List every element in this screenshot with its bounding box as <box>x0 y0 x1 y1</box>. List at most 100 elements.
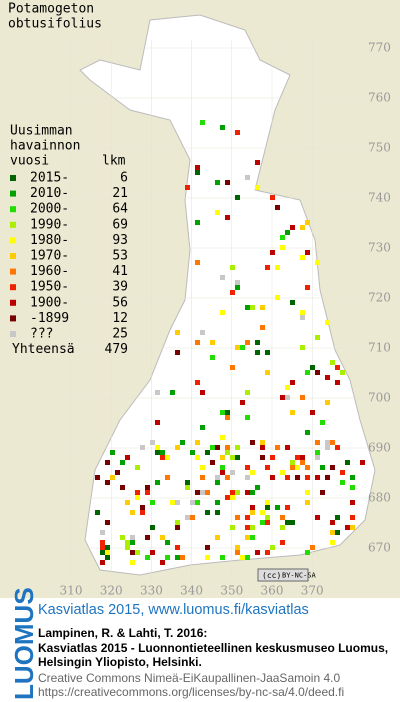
observation-square <box>270 545 275 550</box>
observation-square <box>155 445 160 450</box>
legend-label: 1950- <box>30 280 69 295</box>
observation-square <box>125 545 130 550</box>
observation-square <box>245 415 250 420</box>
observation-square <box>335 515 340 520</box>
observation-square <box>305 490 310 495</box>
observation-square <box>130 535 135 540</box>
legend-swatch <box>10 206 16 213</box>
observation-square <box>245 535 250 540</box>
observation-square <box>315 455 320 460</box>
observation-square <box>305 500 310 505</box>
observation-square <box>245 305 250 310</box>
observation-square <box>195 260 200 265</box>
observation-square <box>135 550 140 555</box>
observation-square <box>185 185 190 190</box>
observation-square <box>105 550 110 555</box>
observation-square <box>145 535 150 540</box>
observation-square <box>175 555 180 560</box>
observation-square <box>290 410 295 415</box>
easting-label: 350 <box>220 584 243 598</box>
observation-square <box>270 250 275 255</box>
legend-header: vuosi <box>10 154 49 169</box>
legend-label: -1899 <box>30 311 69 326</box>
observation-square <box>325 475 330 480</box>
observation-square <box>305 285 310 290</box>
observation-square <box>180 440 185 445</box>
observation-square <box>315 450 320 455</box>
observation-square <box>185 515 190 520</box>
link[interactable]: Kasviatlas 2015, www.luomus.fi/kasviatla… <box>38 602 309 618</box>
observation-square <box>300 455 305 460</box>
observation-square <box>215 475 220 480</box>
observation-square <box>285 505 290 510</box>
license-badge <box>257 568 309 582</box>
legend-count: 53 <box>112 249 128 264</box>
license-url: https://creativecommons.org/licenses/by-… <box>38 685 344 699</box>
observation-square <box>325 445 330 450</box>
observation-square <box>155 450 160 455</box>
observation-square <box>245 475 250 480</box>
observation-square <box>155 480 160 485</box>
observation-square <box>340 480 345 485</box>
observation-square <box>195 440 200 445</box>
observation-square <box>315 440 320 445</box>
legend-label: 2015- <box>30 171 69 186</box>
northing-label: 700 <box>368 391 391 405</box>
northing-label: 720 <box>368 291 391 305</box>
observation-square <box>315 515 320 520</box>
observation-square <box>200 475 205 480</box>
observation-square <box>100 560 105 565</box>
observation-square <box>120 460 125 465</box>
observation-square <box>260 440 265 445</box>
observation-square <box>285 520 290 525</box>
observation-square <box>300 345 305 350</box>
legend-header: havainnon <box>10 139 80 154</box>
observation-square <box>160 450 165 455</box>
observation-square <box>150 550 155 555</box>
observation-square <box>275 205 280 210</box>
northing-label: 740 <box>368 191 391 205</box>
observation-square <box>225 410 230 415</box>
legend-swatch <box>10 299 16 306</box>
legend-header: Uusimman <box>10 124 73 139</box>
observation-square <box>330 540 335 545</box>
observation-square <box>270 475 275 480</box>
observation-square <box>235 345 240 350</box>
observation-square <box>150 500 155 505</box>
observation-square <box>260 305 265 310</box>
observation-square <box>105 460 110 465</box>
observation-square <box>305 220 310 225</box>
observation-squares <box>95 120 365 565</box>
observation-square <box>125 455 130 460</box>
observation-square <box>285 445 290 450</box>
legend-swatch <box>10 331 16 337</box>
observation-square <box>280 515 285 520</box>
observation-square <box>160 560 165 565</box>
observation-square <box>340 370 345 375</box>
observation-square <box>265 370 270 375</box>
observation-square <box>220 435 225 440</box>
observation-square <box>175 330 180 335</box>
observation-square <box>150 440 155 445</box>
observation-square <box>250 525 255 530</box>
species-title: Potamogeton <box>8 2 94 17</box>
observation-square <box>345 525 350 530</box>
observation-square <box>260 455 265 460</box>
observation-square <box>330 530 335 535</box>
observation-square <box>295 475 300 480</box>
observation-square <box>200 425 205 430</box>
observation-square <box>195 500 200 505</box>
observation-square <box>120 535 125 540</box>
observation-square <box>225 445 230 450</box>
legend-count: 6 <box>120 171 128 186</box>
observation-square <box>350 515 355 520</box>
observation-square <box>255 185 260 190</box>
observation-square <box>250 305 255 310</box>
observation-square <box>310 365 315 370</box>
legend-label: 2000- <box>30 202 69 217</box>
legend-count: 64 <box>112 202 128 217</box>
observation-square <box>245 515 250 520</box>
total-label: Yhteensä <box>12 342 75 357</box>
northing-label: 670 <box>368 541 391 555</box>
observation-square <box>235 490 240 495</box>
